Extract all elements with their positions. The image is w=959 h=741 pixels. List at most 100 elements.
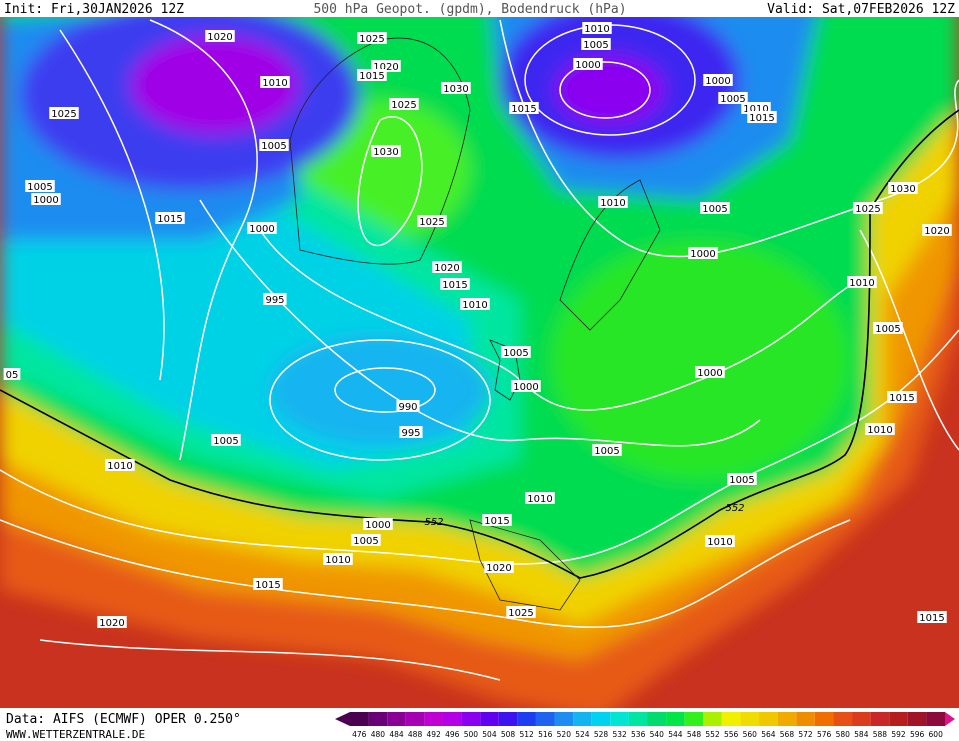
isobar-label-box — [853, 202, 883, 214]
isobar-label: 1005 — [581, 38, 611, 51]
legend-label: 572 — [798, 730, 813, 739]
legend-swatch — [814, 712, 834, 726]
legend-swatch — [554, 712, 574, 726]
isobar-label-text: 05 — [6, 370, 19, 381]
isobar-label-box — [323, 553, 353, 565]
isobar-label-text: 1030 — [373, 147, 398, 158]
legend-label: 504 — [482, 730, 497, 739]
isobar-label-text: 1015 — [511, 104, 536, 115]
isobar-label: 995 — [399, 426, 423, 439]
isobar-label-box — [263, 293, 287, 305]
isobar-label-box — [389, 98, 419, 110]
isobar-label-text: 1015 — [255, 580, 280, 591]
legend-arrow-low — [335, 712, 350, 726]
isobar-label-box — [357, 32, 387, 44]
isobar-label: 995 — [263, 293, 287, 306]
isobar-label: 1015 — [253, 578, 283, 591]
isobar-label-box — [260, 76, 290, 88]
isobar-label: 1010 — [705, 535, 735, 548]
isobar-label: 1015 — [357, 69, 387, 82]
isobar-label-text: 1005 — [729, 475, 754, 486]
legend-swatch — [405, 712, 425, 726]
legend-swatch — [442, 712, 462, 726]
init-time: Init: Fri,30JAN2026 12Z — [4, 2, 184, 17]
isobar-label: 1015 — [440, 278, 470, 291]
legend-arrow-high — [945, 712, 955, 726]
isobar-label-box — [259, 139, 289, 151]
isobar-label-box — [396, 400, 420, 412]
isobar-label-box — [592, 444, 622, 456]
isobar-label-box — [887, 391, 917, 403]
legend-label: 556 — [724, 730, 739, 739]
isobar-label-box — [695, 366, 725, 378]
isobar-label-text: 1025 — [391, 100, 416, 111]
legend-label: 540 — [650, 730, 665, 739]
legend-swatch — [591, 712, 611, 726]
legend-label: 520 — [557, 730, 572, 739]
isobar-label-box — [440, 278, 470, 290]
isobar-label: 1010 — [598, 196, 628, 209]
isobar-label-text: 1015 — [359, 71, 384, 82]
isobar-label: 1005 — [351, 534, 381, 547]
legend-label: 496 — [445, 730, 460, 739]
isobar-label: 1010 — [460, 298, 490, 311]
isobar-label: 05 — [3, 368, 21, 381]
isobar-label: 1005 — [873, 322, 903, 335]
legend-label: 592 — [891, 730, 906, 739]
isobar-label: 1025 — [417, 215, 447, 228]
isobar-label-box — [441, 82, 471, 94]
isobar-label-box — [49, 107, 79, 119]
isobar-label-text: 1020 — [434, 263, 459, 274]
isobar-label-box — [105, 459, 135, 471]
isobar-label-text: 1020 — [924, 226, 949, 237]
isobar-label-text: 995 — [401, 428, 420, 439]
isobar-label: 1010 — [323, 553, 353, 566]
isobar-label-text: 1015 — [442, 280, 467, 291]
legend-swatch — [684, 712, 704, 726]
isobar-label-text: 1015 — [749, 113, 774, 124]
isobar-label-text: 1005 — [583, 40, 608, 51]
isobar-label-text: 1005 — [594, 446, 619, 457]
isobar-label: 1010 — [847, 276, 877, 289]
isobar-label-box — [718, 92, 748, 104]
isobar-label-box — [484, 561, 514, 573]
legend-swatch — [721, 712, 741, 726]
isobar-label: 1005 — [25, 180, 55, 193]
legend-swatch — [461, 712, 481, 726]
isobar-label: 1020 — [922, 224, 952, 237]
isobar-label: 1025 — [49, 107, 79, 120]
legend-label: 512 — [519, 730, 534, 739]
isobar-label-text: 1020 — [486, 563, 511, 574]
isobar-label-text: 1000 — [705, 76, 730, 87]
isobar-label: 1010 — [582, 22, 612, 35]
legend-label: 528 — [594, 730, 609, 739]
isobar-label-text: 1015 — [889, 393, 914, 404]
valid-time: Valid: Sat,07FEB2026 12Z — [767, 2, 955, 17]
isobar-label-box — [573, 58, 603, 70]
legend-label: 484 — [389, 730, 404, 739]
isobar-label-box — [873, 322, 903, 334]
legend-label: 552 — [705, 730, 720, 739]
legend-swatch — [889, 712, 908, 726]
isobar-label: 1000 — [703, 74, 733, 87]
isobar-label-text: 1010 — [867, 425, 892, 436]
isobar-label-box — [460, 298, 490, 310]
isobar-label-text: 1010 — [849, 278, 874, 289]
color-legend: 476 480 484 488 492 496 500 504 508 512 516 520 524 5… — [350, 712, 945, 739]
isobar-label: 1005 — [700, 202, 730, 215]
isobar-label-box — [688, 247, 718, 259]
isobar-label-box — [847, 276, 877, 288]
isobar-label: 1015 — [155, 212, 185, 225]
isobar-label-text: 1025 — [508, 608, 533, 619]
isobar-label: 1020 — [484, 561, 514, 574]
isobar-label-box — [581, 38, 611, 50]
isobar-label-box — [155, 212, 185, 224]
isobar-label-text: 1005 — [353, 536, 378, 547]
isobar-label-text: 1010 — [527, 494, 552, 505]
isobar-label-box — [506, 606, 536, 618]
isobar-label: 1005 — [727, 473, 757, 486]
isobar-label-box — [211, 434, 241, 446]
isobar-label-text: 1025 — [855, 204, 880, 215]
isobar-label: 1030 — [441, 82, 471, 95]
isobar-label: 1010 — [260, 76, 290, 89]
